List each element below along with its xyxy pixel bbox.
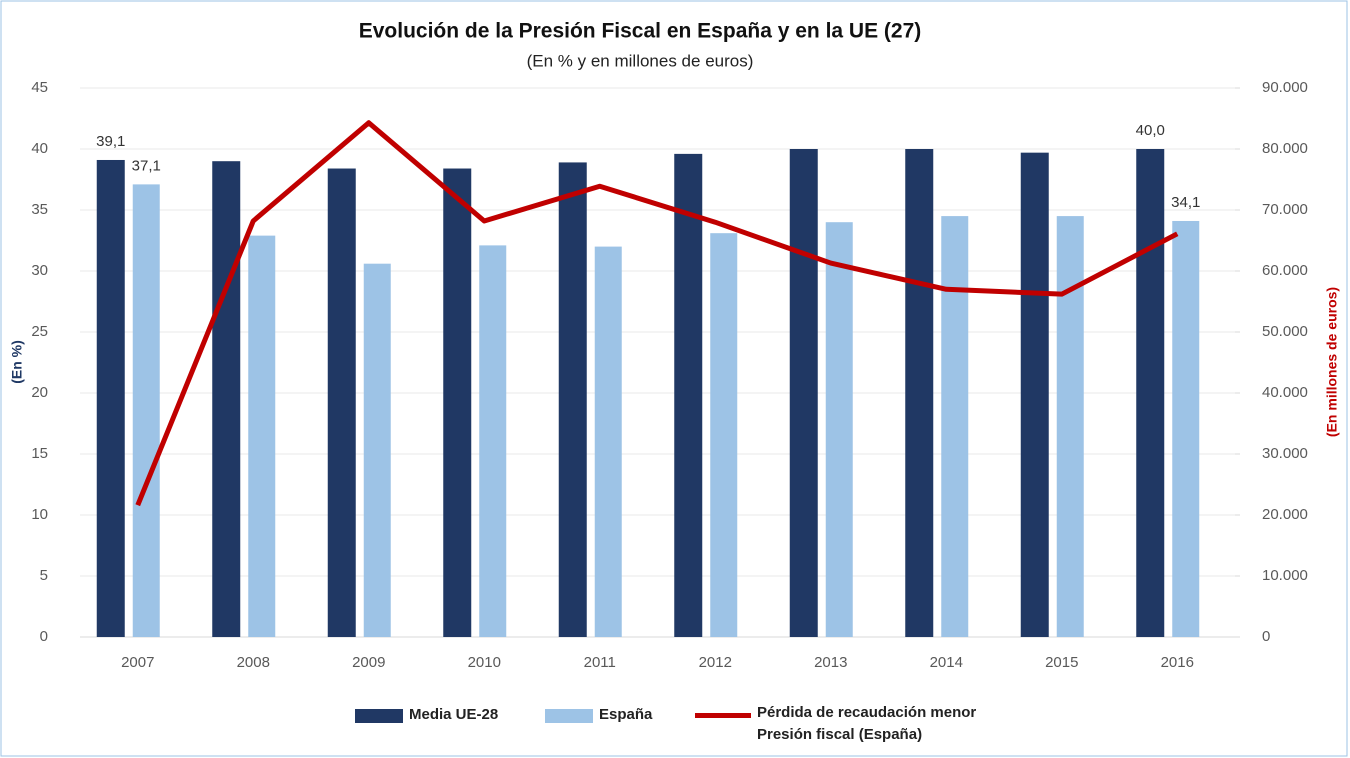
y-tick-label: 25	[31, 323, 48, 340]
bar	[674, 153, 703, 637]
bar	[248, 235, 276, 637]
bar	[1020, 152, 1049, 637]
x-tick-label: 2009	[352, 654, 385, 671]
y-axis-label: (En %)	[9, 340, 25, 384]
y2-tick-label: 30.000	[1262, 445, 1308, 462]
bar	[1056, 216, 1084, 637]
x-tick-label: 2012	[699, 654, 732, 671]
x-tick-label: 2007	[121, 654, 154, 671]
bar	[825, 222, 853, 637]
y2-tick-label: 20.000	[1262, 506, 1308, 523]
y-tick-label: 20	[31, 384, 48, 401]
bar	[1136, 149, 1165, 637]
bar	[941, 216, 969, 637]
legend-item: Pérdida de recaudación menor Presión fis…	[695, 704, 987, 746]
legend-item: España	[545, 706, 652, 723]
y-tick-label: 15	[31, 445, 48, 462]
x-tick-label: 2013	[814, 654, 847, 671]
bar	[327, 168, 356, 637]
y2-tick-label: 80.000	[1262, 140, 1308, 157]
legend-swatch	[695, 713, 751, 718]
bar	[212, 161, 241, 637]
y2-tick-label: 10.000	[1262, 567, 1308, 584]
bar	[479, 245, 507, 637]
x-tick-label: 2008	[237, 654, 270, 671]
y2-tick-label: 60.000	[1262, 262, 1308, 279]
legend-item: Media UE-28	[355, 706, 498, 723]
y2-tick-label: 70.000	[1262, 201, 1308, 218]
y-tick-label: 5	[40, 567, 48, 584]
bar	[594, 246, 622, 637]
bar	[558, 162, 587, 638]
bar	[710, 233, 738, 637]
x-tick-label: 2011	[584, 654, 616, 671]
x-tick-label: 2010	[468, 654, 501, 671]
legend-label: Pérdida de recaudación menor Presión fis…	[757, 704, 977, 743]
y2-tick-label: 50.000	[1262, 323, 1308, 340]
data-label: 34,1	[1171, 194, 1200, 211]
line-series	[135, 120, 1179, 507]
y2-axis-label: (En millones de euros)	[1324, 287, 1340, 437]
y-tick-label: 30	[31, 262, 48, 279]
x-tick-label: 2016	[1161, 654, 1194, 671]
y2-tick-label: 0	[1262, 628, 1270, 645]
legend-swatch	[545, 709, 593, 723]
data-label: 39,1	[96, 133, 125, 150]
legend-swatch	[355, 709, 403, 723]
bar	[443, 168, 472, 637]
y-tick-label: 45	[31, 79, 48, 96]
x-tick-label: 2014	[930, 654, 963, 671]
x-tick-label: 2015	[1045, 654, 1078, 671]
bar	[905, 149, 934, 637]
bar	[789, 149, 818, 637]
y2-tick-label: 90.000	[1262, 79, 1308, 96]
y-tick-label: 35	[31, 201, 48, 218]
data-label: 37,1	[132, 157, 161, 174]
chart-subtitle: (En % y en millones de euros)	[527, 51, 754, 70]
chart-title: Evolución de la Presión Fiscal en España…	[359, 20, 922, 43]
bar	[132, 184, 160, 637]
y-tick-label: 40	[31, 140, 48, 157]
y-tick-label: 0	[40, 628, 48, 645]
bar	[363, 263, 391, 637]
bar	[96, 159, 125, 638]
y2-tick-label: 40.000	[1262, 384, 1308, 401]
legend-label: España	[599, 706, 653, 723]
bar	[1172, 220, 1200, 638]
y-tick-label: 10	[31, 506, 48, 523]
data-label: 40,0	[1136, 122, 1165, 139]
legend-label: Media UE-28	[409, 706, 499, 723]
